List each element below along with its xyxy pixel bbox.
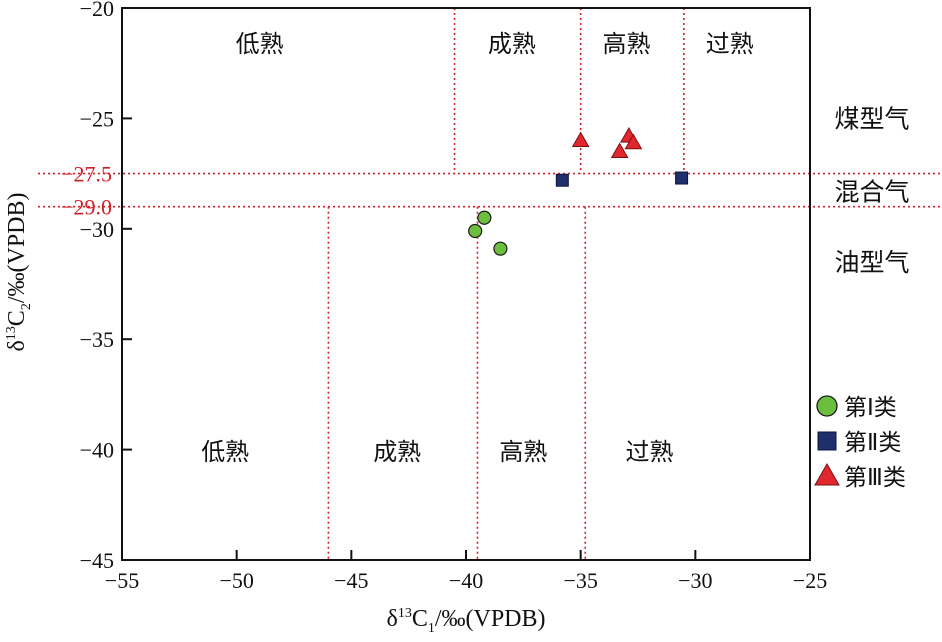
data-point-triangle bbox=[610, 142, 629, 159]
gas-type-label: 煤型气 bbox=[834, 104, 909, 133]
upper-zone-label: 高熟 bbox=[603, 30, 651, 58]
y-tick-label: −40 bbox=[80, 438, 114, 463]
data-point-square bbox=[555, 173, 569, 187]
data-point-square bbox=[675, 171, 689, 185]
legend-marker-triangle bbox=[814, 462, 840, 486]
legend-marker-square bbox=[817, 431, 837, 451]
data-point-circle bbox=[477, 210, 492, 225]
y-axis-title: δ13C2/‰(VPDB) bbox=[4, 193, 34, 352]
gas-type-label: 油型气 bbox=[834, 248, 909, 277]
x-axis-title: δ13C1/‰(VPDB) bbox=[387, 606, 546, 636]
threshold-label: −27.5 bbox=[61, 162, 112, 187]
x-tick-label: −45 bbox=[334, 568, 368, 593]
gas-type-label: 混合气 bbox=[834, 177, 909, 206]
y-tick-label: −20 bbox=[80, 0, 114, 21]
x-tick-label: −25 bbox=[793, 568, 827, 593]
threshold-label: −29.0 bbox=[61, 195, 112, 220]
lower-zone-label: 低熟 bbox=[201, 438, 249, 466]
legend-marker-circle bbox=[816, 395, 838, 417]
legend-label: 第Ⅱ类 bbox=[844, 430, 901, 456]
upper-zone-label: 过熟 bbox=[706, 30, 754, 58]
x-tick-label: −50 bbox=[219, 568, 253, 593]
lower-zone-label: 高熟 bbox=[499, 438, 547, 466]
y-tick-label: −25 bbox=[80, 106, 114, 131]
legend-label: 第Ⅰ类 bbox=[844, 395, 897, 421]
y-tick-label: −35 bbox=[80, 327, 114, 352]
x-tick-label: −35 bbox=[563, 568, 597, 593]
lower-zone-label: 过熟 bbox=[625, 438, 673, 466]
lower-zone-label: 成熟 bbox=[373, 438, 421, 466]
data-point-circle bbox=[493, 241, 508, 256]
x-tick-label: −55 bbox=[105, 568, 139, 593]
x-tick-label: −30 bbox=[678, 568, 712, 593]
data-point-triangle bbox=[624, 133, 643, 150]
plot-frame bbox=[121, 7, 811, 561]
upper-zone-label: 成熟 bbox=[488, 30, 536, 58]
data-point-circle bbox=[468, 223, 483, 239]
legend-label: 第Ⅲ类 bbox=[844, 465, 906, 491]
y-tick-label: −45 bbox=[80, 548, 114, 573]
y-tick-label: −30 bbox=[80, 217, 114, 242]
upper-zone-label: 低熟 bbox=[236, 30, 284, 58]
x-tick-label: −40 bbox=[449, 568, 483, 593]
data-point-triangle bbox=[571, 131, 590, 147]
